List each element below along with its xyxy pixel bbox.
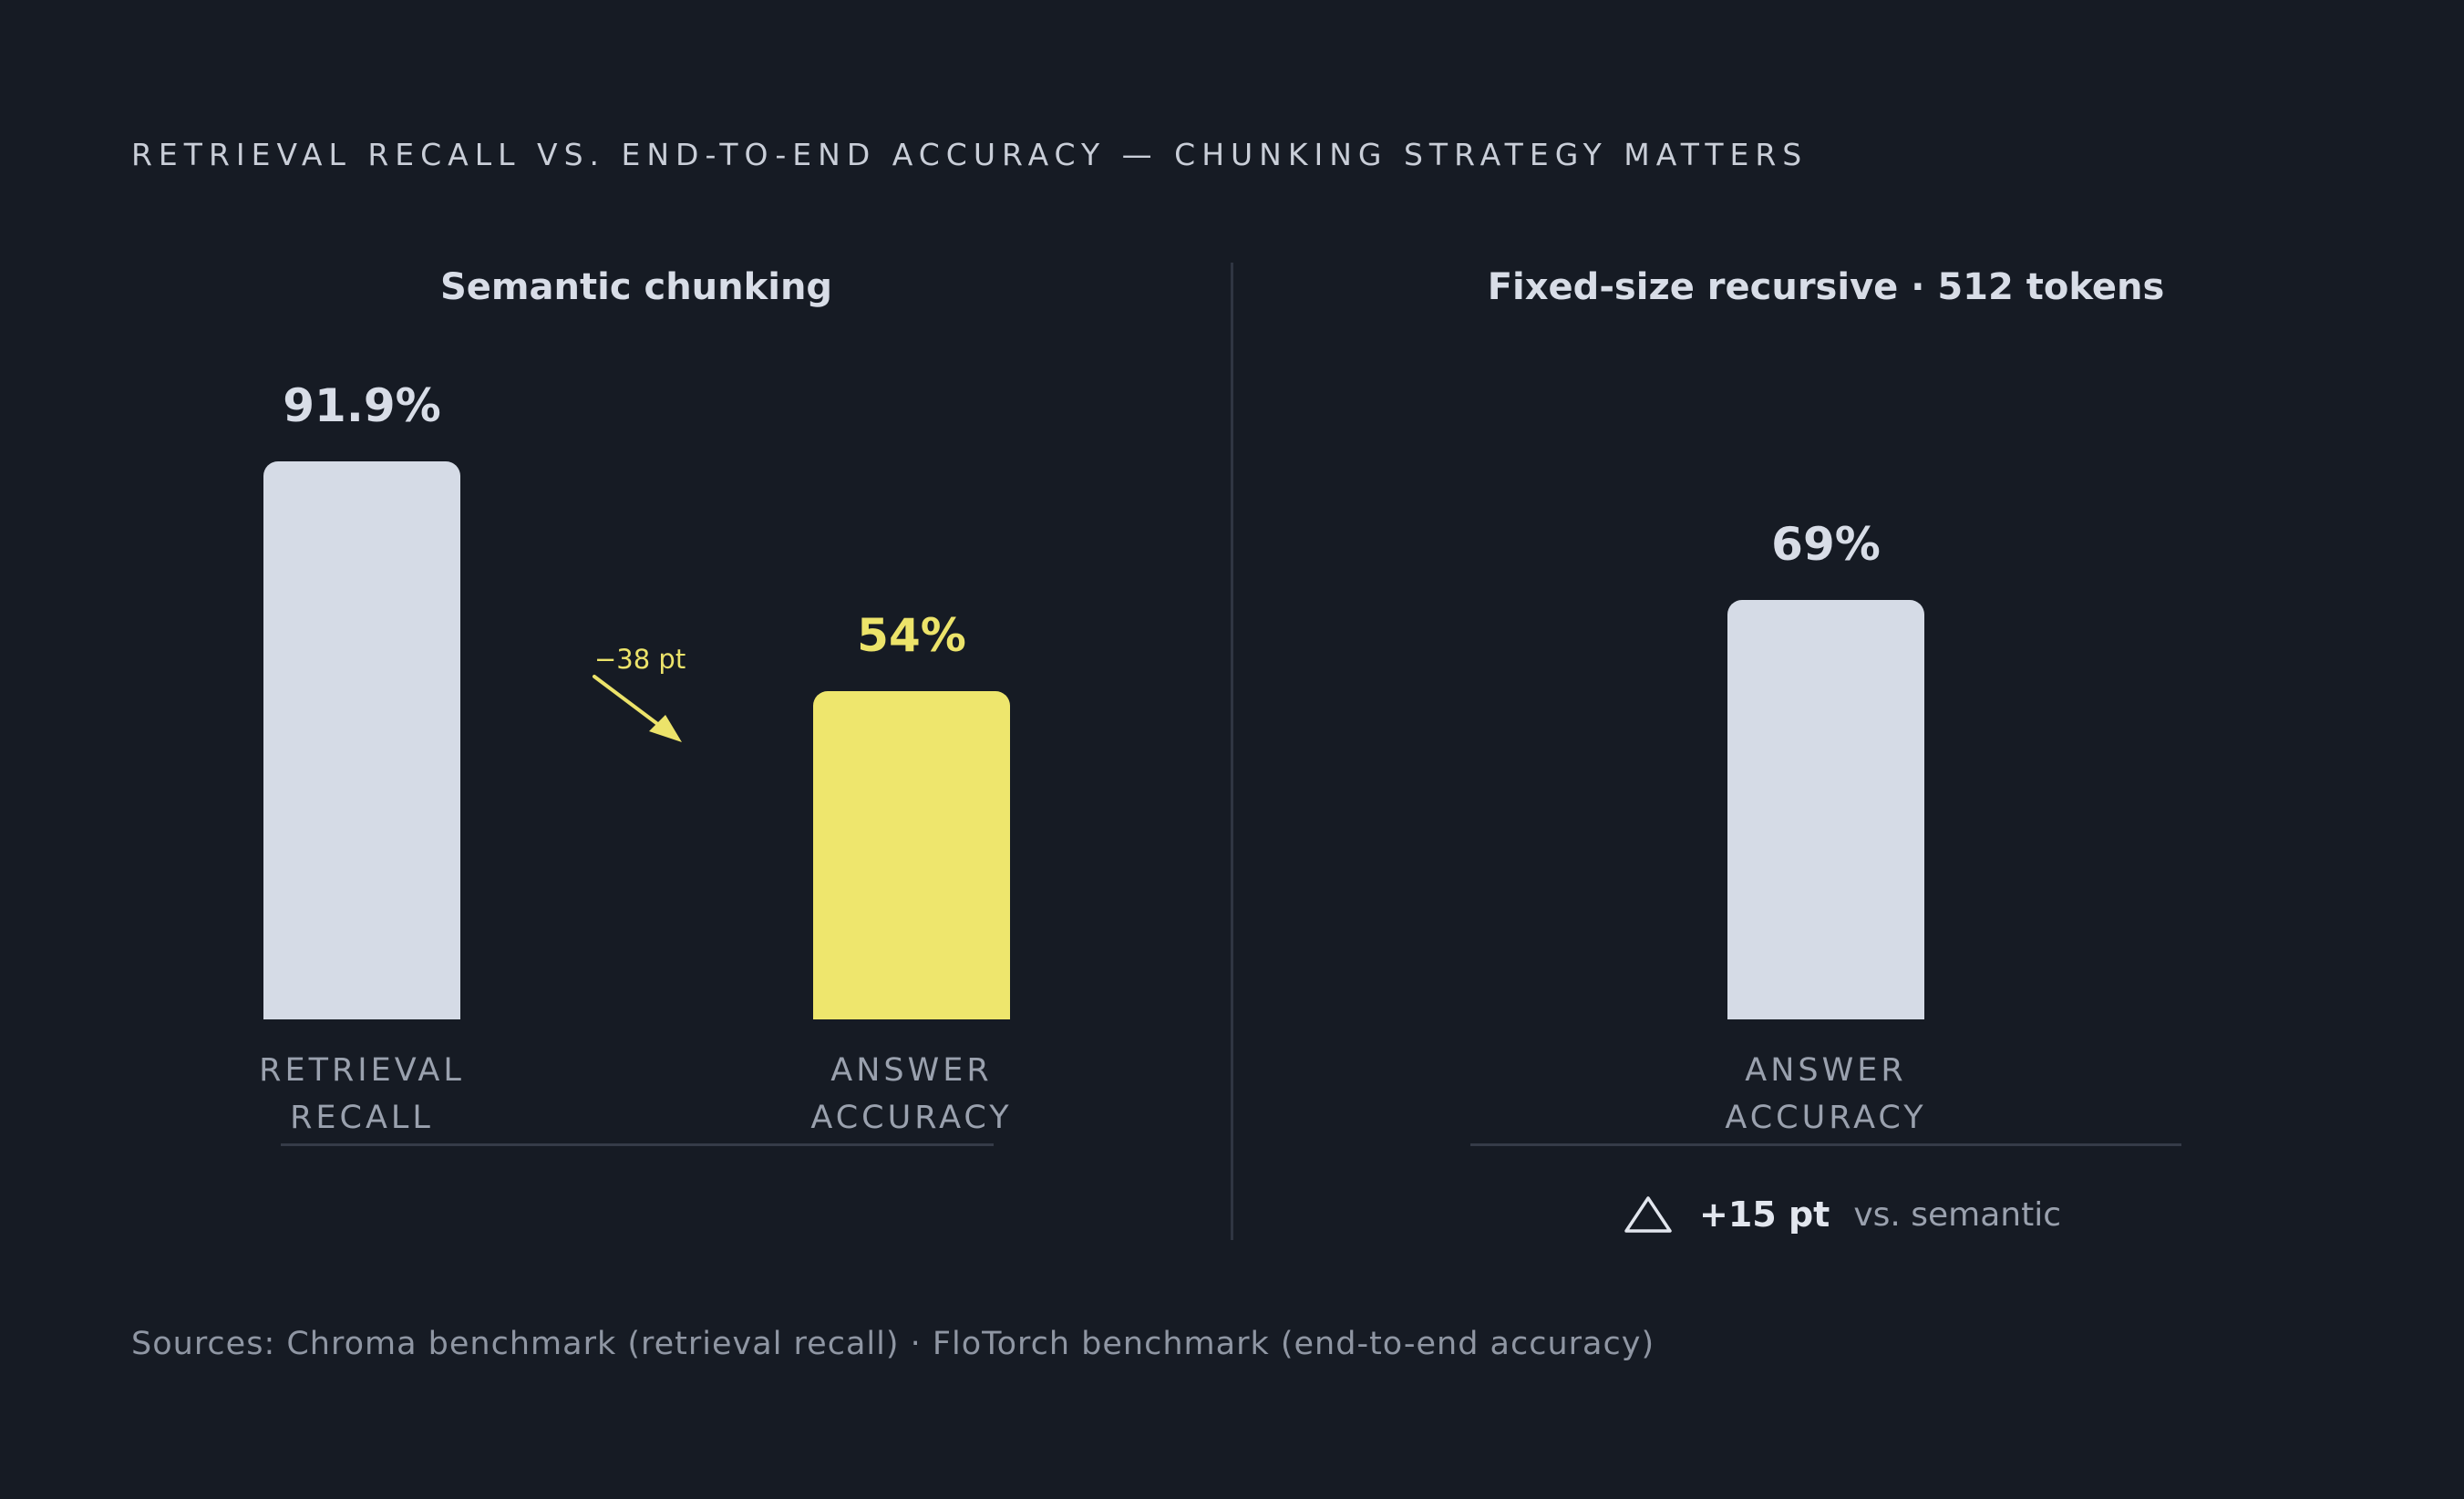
- category-label-fixed-size-1: ANSWER ACCURACY: [1725, 1052, 1927, 1136]
- difference-value: +15 pt: [1699, 1194, 1830, 1235]
- panel-divider: [1231, 263, 1233, 1240]
- delta-annotation-label: −38 pt: [594, 644, 686, 675]
- difference-note: vs. semantic: [1853, 1195, 2062, 1234]
- bar-semantic-1: [263, 460, 460, 1019]
- baseline-semantic: [281, 1143, 994, 1146]
- value-label-semantic-1: 91.9%: [283, 378, 441, 432]
- value-label-semantic-2: 54%: [857, 609, 966, 663]
- value-label-fixed-size-1: 69%: [1771, 518, 1881, 572]
- arrow-down-right-icon: [593, 675, 682, 742]
- delta-triangle-icon: [1624, 1196, 1672, 1233]
- chart-semantic: [0, 0, 1, 1]
- difference-summary: +15 pt vs. semantic: [1623, 1189, 2061, 1240]
- bar-semantic-2: [813, 691, 1010, 1019]
- panel-title-semantic: Semantic chunking: [439, 266, 833, 308]
- category-label-semantic-2: ANSWER ACCURACY: [810, 1052, 1013, 1136]
- bar-fixed-size-1: [1727, 600, 1924, 1019]
- panel-title-fixed-size: Fixed-size recursive · 512 tokens: [1487, 266, 2165, 308]
- page-title: RETRIEVAL RECALL VS. END-TO-END ACCURACY…: [131, 137, 1809, 172]
- source-note: Sources: Chroma benchmark (retrieval rec…: [131, 1326, 1655, 1362]
- category-label-semantic-1: RETRIEVAL RECALL: [259, 1052, 465, 1136]
- baseline-fixed-size: [1470, 1143, 2181, 1146]
